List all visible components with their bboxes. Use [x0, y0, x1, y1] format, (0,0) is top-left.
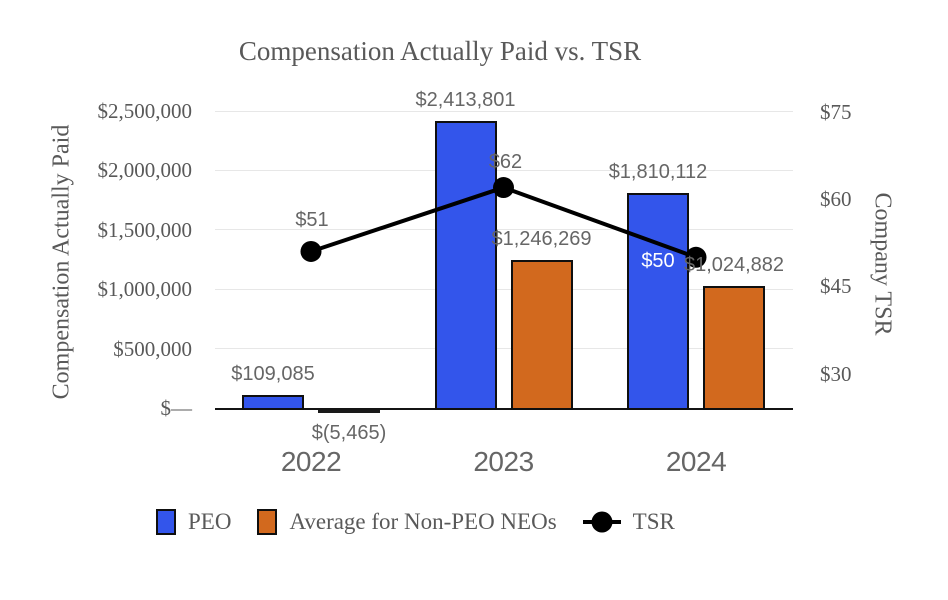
- right-axis-tick-label: $45: [820, 274, 852, 299]
- bar-non-peo: [510, 259, 573, 410]
- tsr-value-label: $62: [488, 150, 523, 173]
- chart-title: Compensation Actually Paid vs. TSR: [238, 36, 642, 66]
- bar-value-label: $2,413,801: [415, 89, 516, 112]
- grid-line: [215, 348, 793, 350]
- bar-value-label: $1,246,269: [491, 227, 592, 250]
- legend-item-tsr: TSR: [582, 509, 675, 535]
- grid-line: [215, 110, 793, 112]
- bar-non-peo: [703, 286, 765, 410]
- left-axis-tick-label: $2,000,000: [97, 158, 193, 183]
- legend-label: PEO: [188, 509, 232, 534]
- bar-value-label: $1,810,112: [608, 160, 708, 183]
- legend-item-average-for-non-peo-neos: Average for Non-PEO NEOs: [257, 509, 557, 535]
- x-axis-line: [215, 408, 793, 410]
- bar-value-label: $(5,465): [311, 422, 387, 444]
- bar-peo: [242, 395, 304, 410]
- tsr-value-label: $50: [641, 250, 675, 273]
- bar-non-peo-negative: [318, 410, 380, 413]
- left-axis-tick-label: $—: [160, 396, 193, 420]
- legend-swatch-icon: [257, 509, 278, 535]
- legend-dot-icon: [591, 511, 613, 533]
- tsr-value-label: $51: [295, 209, 329, 232]
- bar-value-label: $109,085: [231, 363, 315, 386]
- left-axis-tick-label: $1,500,000: [97, 217, 193, 242]
- grid-line: [215, 169, 793, 171]
- x-axis-category-label: 2022: [280, 446, 342, 477]
- right-axis-tick-label: $30: [820, 361, 852, 386]
- legend-label: TSR: [632, 509, 675, 534]
- right-axis-tick-label: $60: [820, 187, 852, 212]
- bar-value-label: $1,024,882: [683, 254, 785, 277]
- bar-peo: [434, 121, 497, 410]
- right-axis-tick-label: $75: [820, 100, 852, 124]
- legend-swatch-icon: [156, 509, 176, 535]
- left-axis-tick-label: $1,000,000: [97, 277, 193, 302]
- legend-label: Average for Non-PEO NEOs: [289, 509, 557, 534]
- x-axis-category-label: 2024: [665, 446, 727, 477]
- grid-line: [215, 288, 793, 290]
- legend-item-peo: PEO: [156, 509, 231, 535]
- left-axis-tick-label: $2,500,000: [97, 99, 193, 123]
- x-axis-category-label: 2023: [473, 446, 534, 477]
- legend: PEO Average for Non-PEO NEOs TSR: [156, 503, 675, 541]
- left-axis-tick-label: $500,000: [113, 336, 192, 361]
- legend-line-marker-icon: [582, 510, 621, 534]
